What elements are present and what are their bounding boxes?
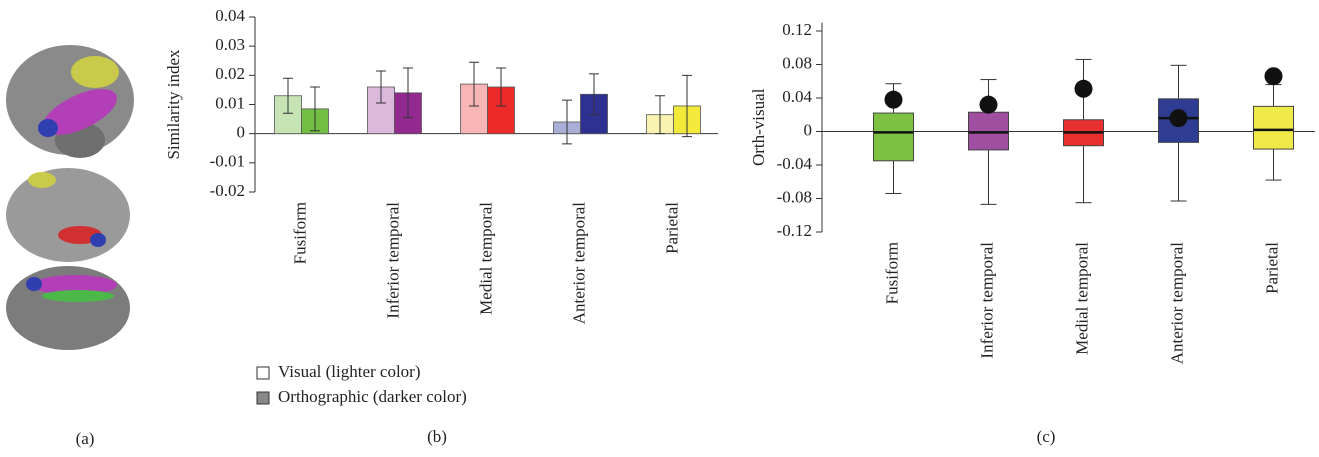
y-tick-label: -0.08 <box>777 187 812 206</box>
box <box>968 111 1009 151</box>
panel-label: (b) <box>427 427 447 446</box>
box <box>873 112 914 162</box>
x-tick-label: Anterior temporal <box>1167 242 1186 365</box>
error-bar <box>376 70 386 104</box>
y-tick-label: 0 <box>237 123 246 142</box>
legend-label: Orthographic (darker color) <box>278 387 467 406</box>
x-tick-label: Inferior temporal <box>977 242 996 359</box>
region-temporal <box>43 89 117 135</box>
y-tick-label: 0 <box>804 120 813 139</box>
error-bar <box>496 67 506 107</box>
x-tick-label: Medial temporal <box>1072 242 1091 355</box>
y-tick-label: -0.12 <box>777 221 812 240</box>
y-tick-label: 0.04 <box>782 87 812 106</box>
error-bar <box>469 61 479 107</box>
error-bar <box>283 77 293 114</box>
brain-medial <box>6 168 130 262</box>
y-tick-label: 0.04 <box>215 6 245 25</box>
legend-label: Visual (lighter color) <box>278 362 421 381</box>
y-tick-label: 0.08 <box>782 53 812 72</box>
region-anterior-ventral <box>26 277 42 291</box>
y-tick-label: -0.01 <box>210 152 245 171</box>
brain-images <box>6 45 134 350</box>
region-anterior-medial <box>90 233 106 247</box>
x-tick-label: Fusiform <box>290 202 309 264</box>
box <box>1253 105 1294 150</box>
point <box>884 90 903 109</box>
x-tick-label: Medial temporal <box>476 202 495 315</box>
error-bar <box>562 99 572 145</box>
y-tick-label: 0.02 <box>215 64 245 83</box>
legend-swatch <box>256 391 270 405</box>
error-bar <box>682 74 692 138</box>
y-tick-label: 0.12 <box>782 20 812 39</box>
x-tick-label: Inferior temporal <box>383 202 402 319</box>
x-tick-label: Fusiform <box>882 242 901 304</box>
x-tick-label: Parietal <box>662 202 681 254</box>
x-tick-label: Anterior temporal <box>569 202 588 325</box>
region-anterior <box>38 119 58 137</box>
error-bar <box>310 86 320 132</box>
point <box>1169 109 1188 128</box>
y-tick-label: -0.02 <box>210 181 245 200</box>
panel-label: (c) <box>1037 427 1056 446</box>
legend-swatch <box>256 366 270 380</box>
region-parietal <box>71 56 119 88</box>
y-axis-label: Orth-visual <box>749 88 768 166</box>
point <box>1074 79 1093 98</box>
region-fusiform <box>42 290 114 302</box>
y-tick-label: 0.01 <box>215 93 245 112</box>
y-axis-label: Similarity index <box>164 49 183 160</box>
error-bar <box>655 95 665 135</box>
y-tick-label: 0.03 <box>215 35 245 54</box>
point <box>1264 67 1283 86</box>
point <box>979 95 998 114</box>
error-bar <box>403 67 413 119</box>
region-ventral-temporal <box>33 275 117 295</box>
y-tick-label: -0.04 <box>777 154 813 173</box>
error-bar <box>589 73 599 116</box>
region-parietal-medial <box>28 172 56 188</box>
panel-label: (a) <box>76 429 95 448</box>
x-tick-label: Parietal <box>1262 242 1281 294</box>
